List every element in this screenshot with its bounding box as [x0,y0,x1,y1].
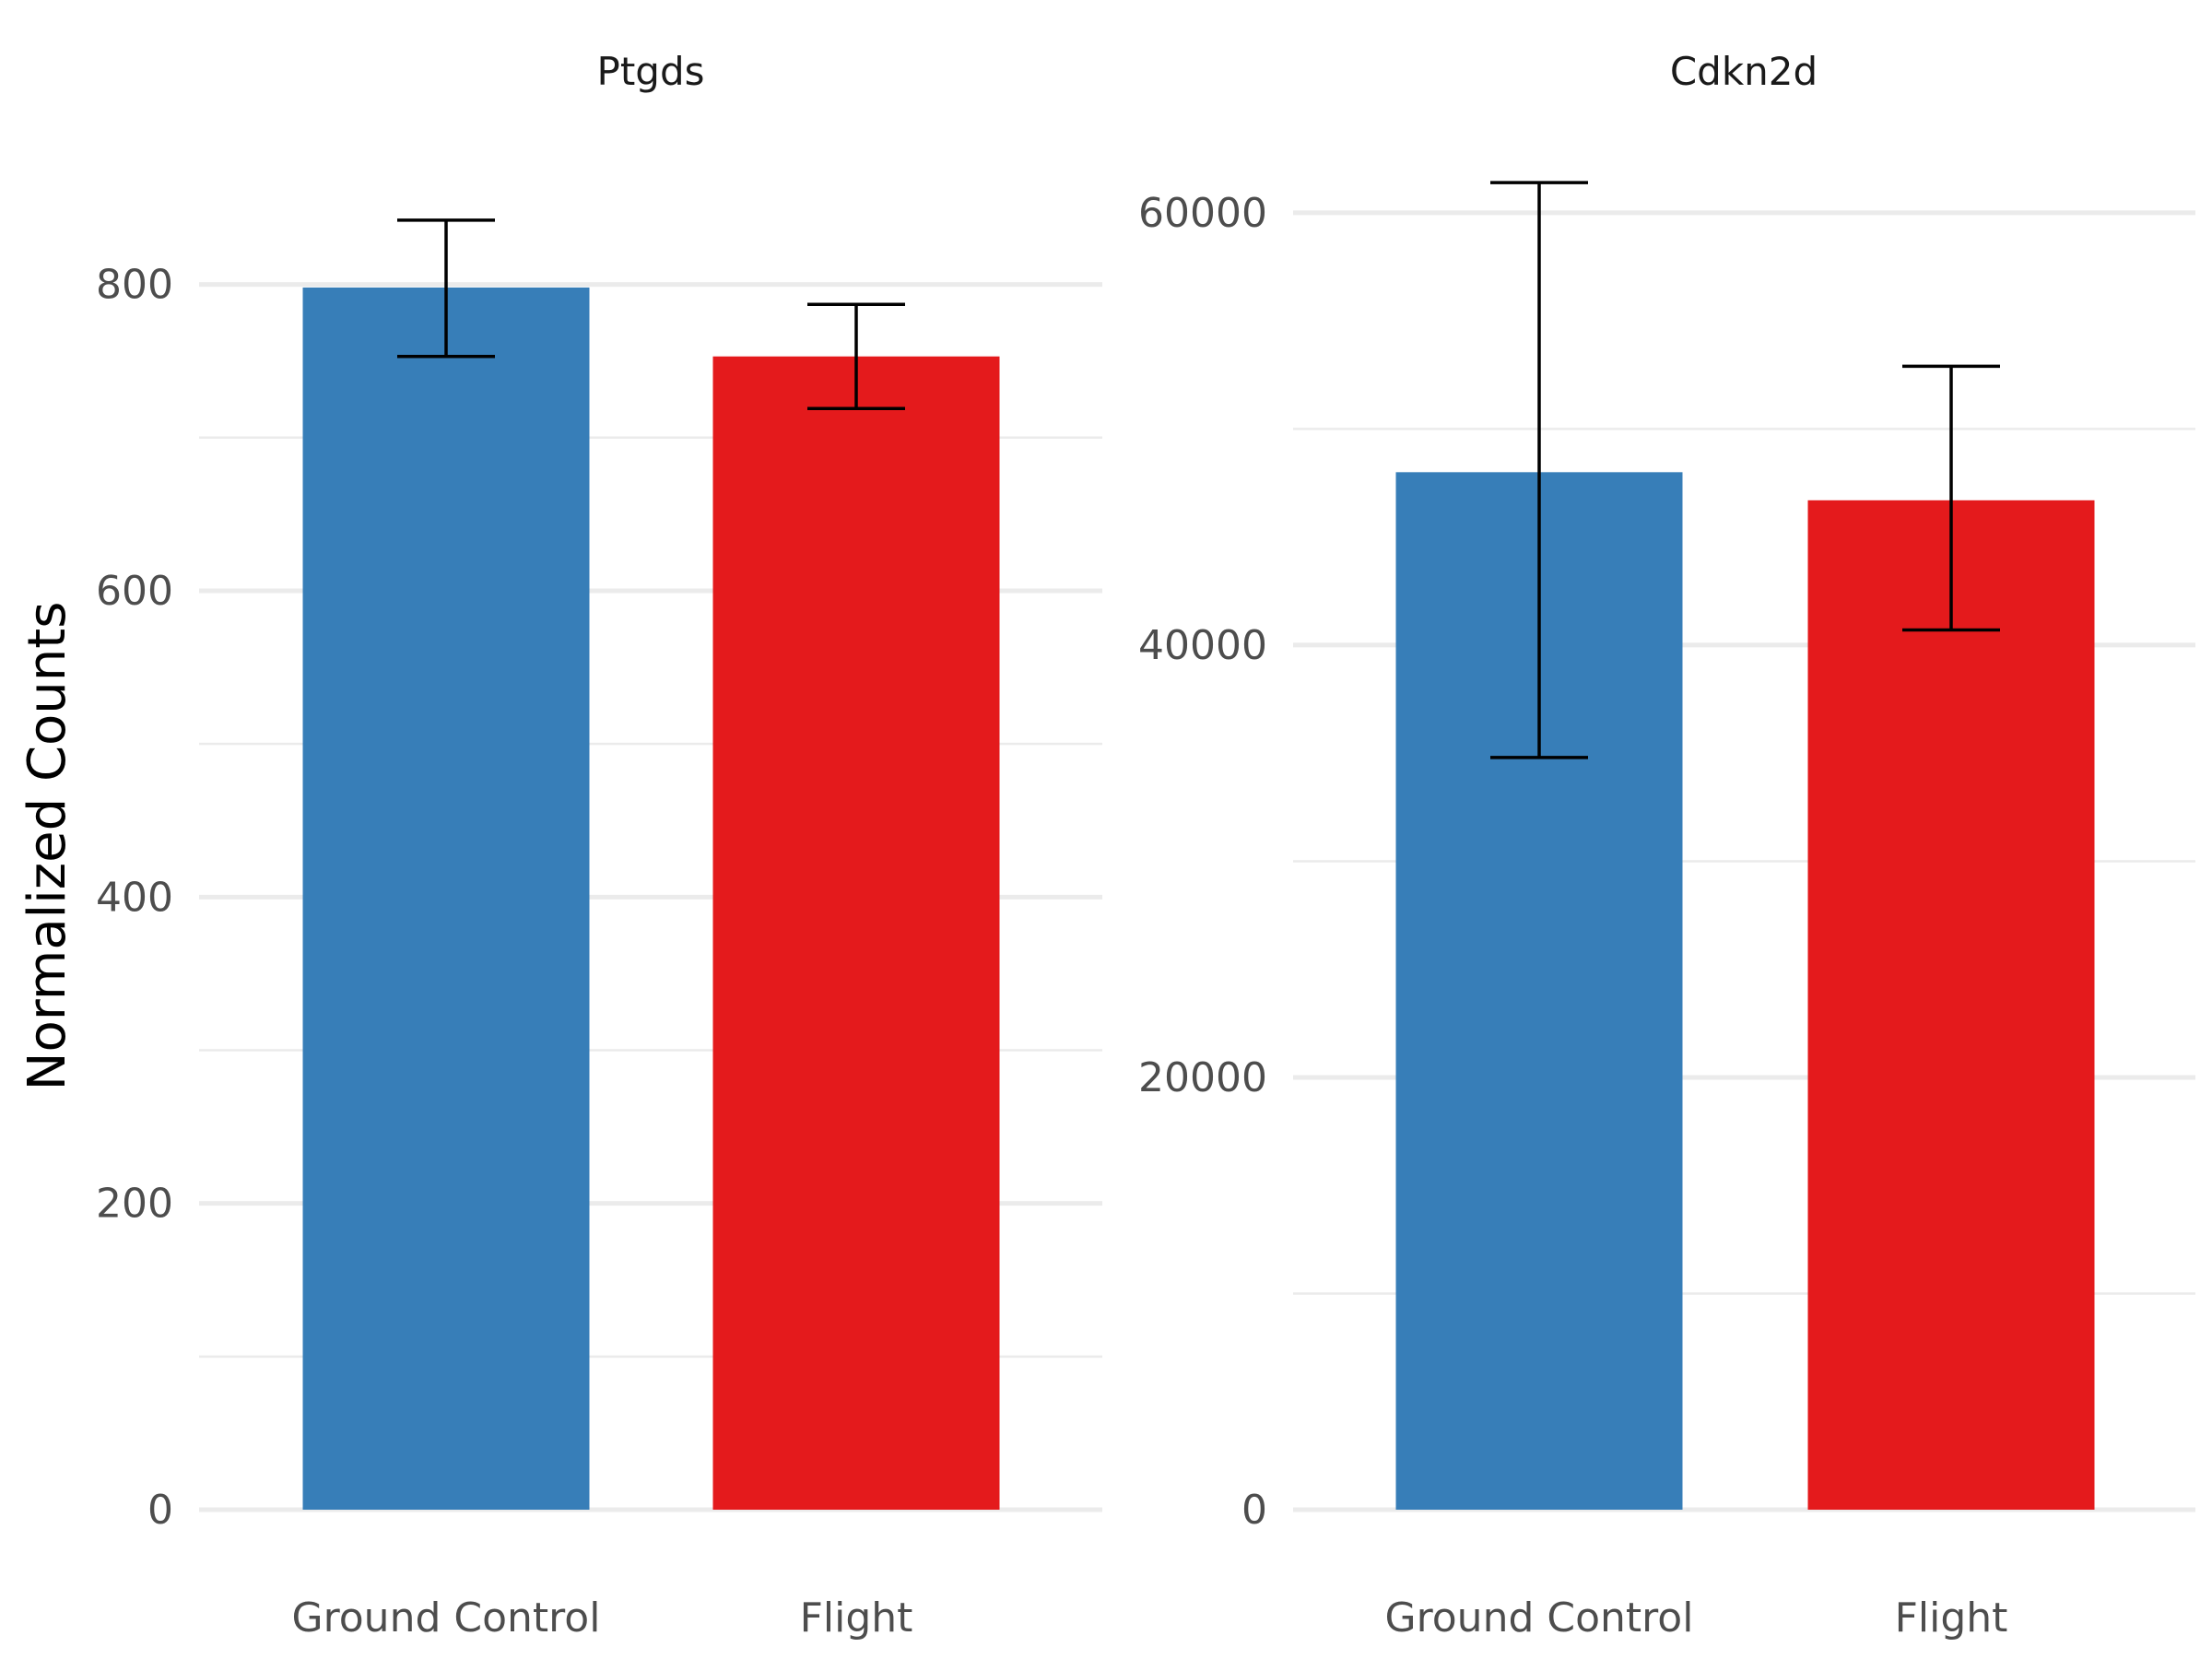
y-axis-label: Normalized Counts [18,602,77,1091]
y-tick-label: 800 [96,262,173,309]
bar-flight [712,356,1000,1511]
x-tick-label: Ground Control [1385,1594,1694,1641]
y-tick-label: 20000 [1138,1054,1267,1101]
y-tick-label: 40000 [1138,622,1267,669]
y-tick-label: 400 [96,874,173,921]
y-tick-label: 200 [96,1181,173,1228]
x-tick-label: Ground Control [292,1594,601,1641]
x-tick-label: Flight [800,1594,913,1641]
panel-title: Ptgds [597,49,705,94]
y-tick-label: 0 [1241,1487,1267,1534]
bar-ground-control [302,287,590,1510]
panel-ptgds: 0 200 400 600 800 Ground Control Flight Ptgds [96,49,1102,1641]
y-tick-label: 600 [96,568,173,615]
error-bar-flight [1902,364,2000,632]
x-tick-label: Flight [1895,1594,2008,1641]
error-bar-flight [807,302,905,410]
panel-cdkn2d: 0 20000 40000 60000 Ground Control Flight Cdkn… [1138,49,2195,1641]
y-tick-label: 60000 [1138,190,1267,237]
y-tick-label: 0 [147,1487,173,1534]
error-bar-ground-control [1490,181,1588,759]
bar-flight [1807,500,2095,1510]
error-bar-ground-control [397,218,495,359]
panel-title: Cdkn2d [1670,49,1818,94]
